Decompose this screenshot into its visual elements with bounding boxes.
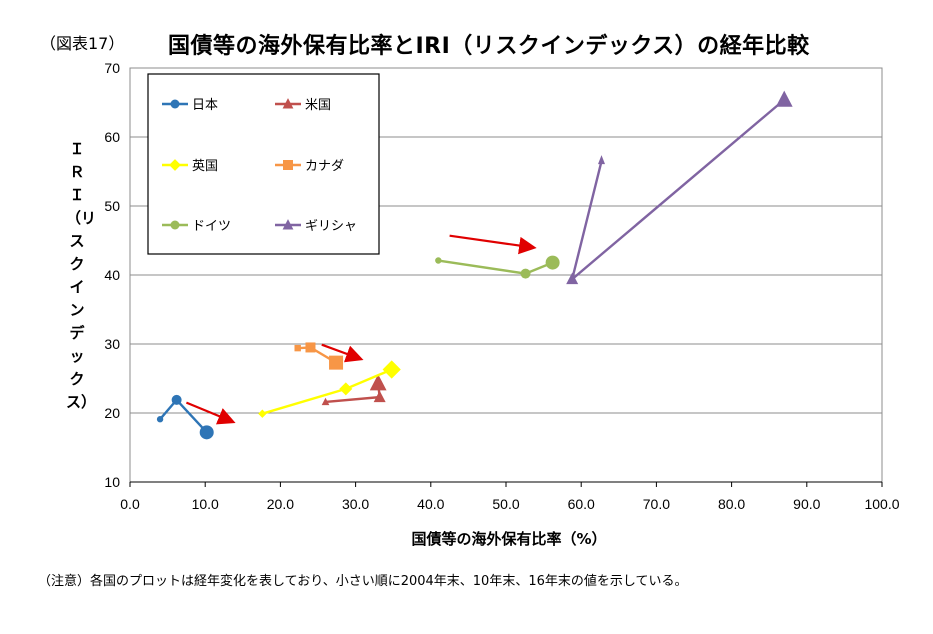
red-arrow — [321, 343, 364, 363]
x-tick-label: 60.0 — [568, 496, 595, 512]
x-tick-label: 50.0 — [492, 496, 519, 512]
series-ドイツ — [435, 255, 560, 279]
red-arrow — [185, 401, 236, 425]
data-point — [258, 409, 267, 418]
x-tick-label: 80.0 — [718, 496, 745, 512]
data-point — [171, 394, 182, 405]
x-tick-label: 70.0 — [643, 496, 670, 512]
data-point — [775, 90, 793, 107]
data-point — [294, 344, 301, 352]
data-point — [321, 397, 330, 406]
y-tick-label: 60 — [104, 129, 120, 145]
x-tick-label: 40.0 — [417, 496, 444, 512]
x-tick-label: 100.0 — [864, 496, 899, 512]
series-米国 — [321, 374, 387, 406]
red-arrows — [185, 234, 537, 425]
series-カナダ — [294, 342, 344, 370]
x-tick-label: 10.0 — [192, 496, 219, 512]
data-point — [329, 355, 344, 370]
data-point — [369, 374, 387, 391]
footnote: （注意）各国のプロットは経年変化を表しており、小さい順に2004年末、10年末、… — [38, 574, 688, 589]
legend-label: 米国 — [305, 98, 331, 113]
legend-marker — [170, 99, 180, 109]
series-group — [156, 90, 793, 440]
chart-title: 国債等の海外保有比率とIRI（リスクインデックス）の経年比較 — [168, 34, 810, 59]
y-tick-label: 70 — [104, 60, 120, 76]
legend-label: カナダ — [305, 159, 344, 174]
x-axis-label: 国債等の海外保有比率（%） — [411, 530, 607, 548]
legend-label: 英国 — [192, 159, 218, 174]
data-point — [156, 416, 164, 423]
y-tick-label: 50 — [104, 198, 120, 214]
legend-marker — [169, 159, 181, 171]
series-line — [438, 259, 554, 275]
data-point — [435, 257, 442, 264]
data-point — [305, 342, 316, 353]
series-line — [570, 98, 786, 283]
y-tick-label: 10 — [104, 474, 120, 490]
data-point — [598, 155, 606, 165]
x-tick-label: 90.0 — [793, 496, 820, 512]
data-point — [566, 272, 579, 285]
legend-marker — [170, 220, 180, 230]
series-英国 — [258, 360, 401, 418]
legend-marker — [282, 219, 294, 230]
series-line — [159, 398, 208, 434]
series-ギリシャ — [566, 90, 793, 285]
y-tick-label: 40 — [104, 267, 120, 283]
figure-label: （図表17） — [40, 34, 125, 53]
legend-marker — [282, 98, 294, 109]
legend-label: ドイツ — [192, 219, 231, 234]
y-tick-label: 30 — [104, 336, 120, 352]
legend-label: 日本 — [192, 98, 218, 113]
y-tick-label: 20 — [104, 405, 120, 421]
y-tick-labels: 10 20 30 40 50 60 70 — [104, 60, 120, 490]
data-point — [373, 390, 386, 403]
data-point — [382, 360, 401, 379]
data-point — [520, 268, 531, 279]
axes — [129, 67, 883, 487]
legend-marker — [283, 160, 293, 170]
x-tick-label: 0.0 — [120, 496, 140, 512]
data-point — [199, 425, 214, 440]
legend-label: ギリシャ — [305, 219, 357, 234]
data-point — [339, 382, 353, 396]
red-arrow — [449, 234, 537, 255]
series-日本 — [156, 394, 214, 440]
x-tick-label: 30.0 — [342, 496, 369, 512]
x-tick-labels: 0.0 10.0 20.0 30.0 40.0 50.0 60.0 70.0 80.0 90.0 1… — [120, 496, 899, 512]
x-tick-label: 20.0 — [267, 496, 294, 512]
series-line — [262, 368, 393, 415]
data-point — [545, 255, 560, 270]
